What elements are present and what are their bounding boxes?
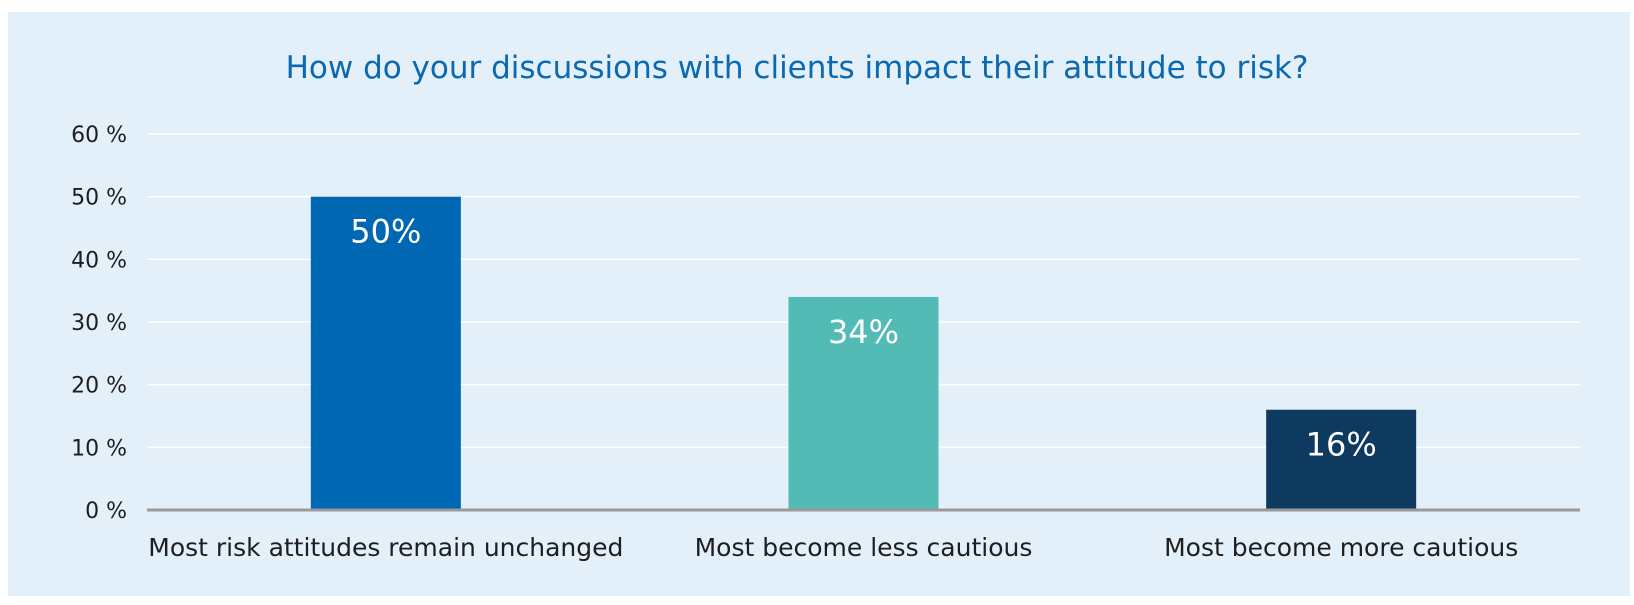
bars <box>310 196 1417 510</box>
y-tick-label: 40 % <box>71 248 127 273</box>
x-axis-category-labels: Most risk attitudes remain unchanged Most… <box>148 533 1518 562</box>
y-tick-label: 20 % <box>71 374 127 399</box>
bar <box>788 296 939 510</box>
y-tick-label: 50 % <box>71 186 127 211</box>
y-tick-label: 30 % <box>71 311 127 336</box>
y-tick-label: 10 % <box>71 436 127 461</box>
bar-value-labels: 50% 34% 16% <box>350 213 1376 464</box>
chart-title: How do your discussions with clients imp… <box>286 50 1309 86</box>
bar-value-label: 50% <box>350 213 421 251</box>
x-category-label: Most risk attitudes remain unchanged <box>148 533 623 562</box>
bar-value-label: 16% <box>1306 426 1377 464</box>
x-category-label: Most become more cautious <box>1164 533 1518 562</box>
bar <box>1266 409 1417 510</box>
y-tick-label: 0 % <box>85 499 127 524</box>
y-axis-tick-labels: 0 % 10 % 20 % 30 % 40 % 50 % 60 % <box>71 123 127 524</box>
bar-value-label: 34% <box>828 313 899 351</box>
y-tick-label: 60 % <box>71 123 127 148</box>
x-category-label: Most become less cautious <box>695 533 1033 562</box>
bar <box>310 196 461 510</box>
